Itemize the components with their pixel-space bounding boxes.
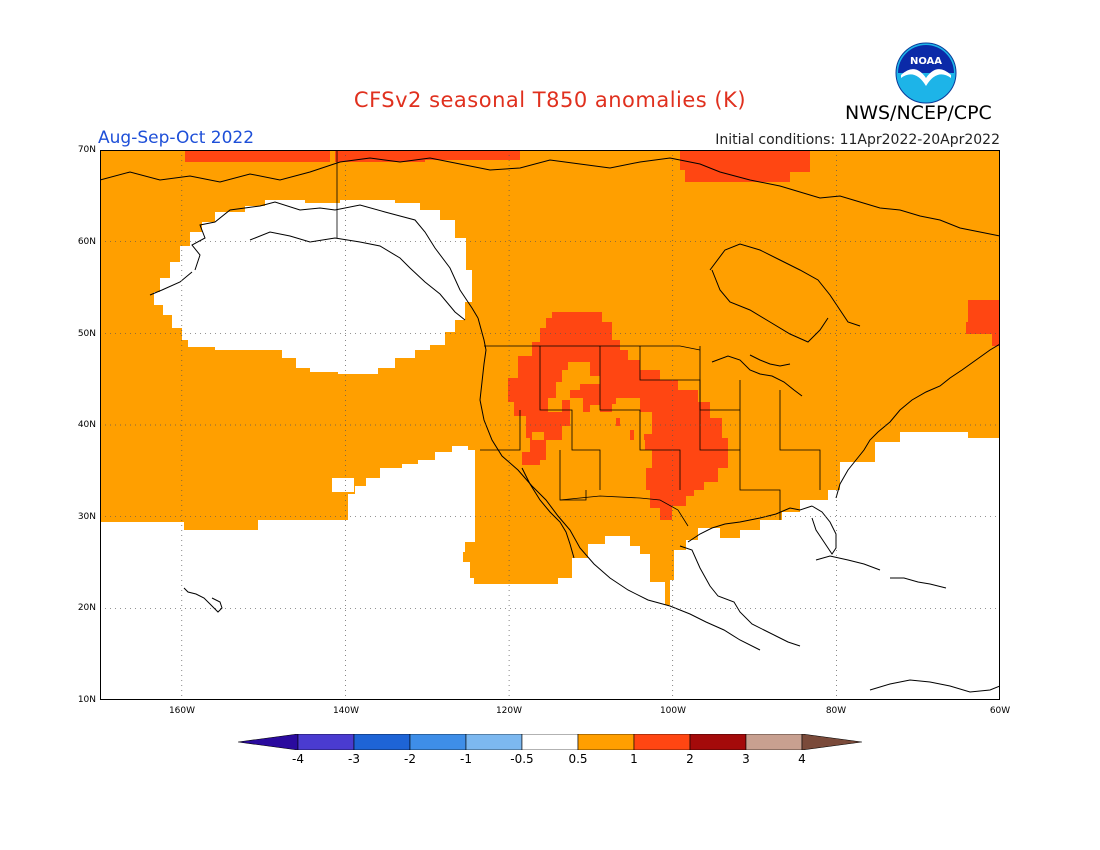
lat-label-30n: 30N (77, 512, 96, 522)
lon-label-140w: 140W (332, 706, 360, 716)
colorbar-bin-1 (297, 734, 355, 750)
colorbar-label-m4: -4 (292, 752, 304, 766)
lon-label-160w: 160W (168, 706, 196, 716)
lat-label-20n: 20N (77, 603, 96, 613)
noaa-logo: NOAA (895, 42, 957, 104)
anomaly-map (100, 150, 1000, 700)
colorbar-label-4: 4 (798, 752, 806, 766)
lat-label-40n: 40N (77, 420, 96, 430)
lon-label-100w: 100W (659, 706, 687, 716)
colorbar (238, 734, 862, 750)
colorbar-bin-2 (353, 734, 411, 750)
lat-label-10n: 10N (77, 695, 96, 705)
coastlines (100, 157, 1000, 693)
colorbar-label-3: 3 (742, 752, 750, 766)
colorbar-label-1: 1 (630, 752, 638, 766)
lon-label-120w: 120W (495, 706, 523, 716)
lon-label-60w: 60W (989, 706, 1011, 716)
political-borders (336, 150, 821, 527)
colorbar-bin-6 (577, 734, 635, 750)
colorbar-label-2: 2 (686, 752, 694, 766)
chart-title: CFSv2 seasonal T850 anomalies (K) (353, 88, 747, 112)
colorbar-label-m2: -2 (404, 752, 416, 766)
colorbar-bin-4 (465, 734, 523, 750)
initial-conditions-label: Initial conditions: 11Apr2022-20Apr2022 (715, 132, 1000, 148)
colorbar-label-m3: -3 (348, 752, 360, 766)
lon-label-80w: 80W (825, 706, 847, 716)
colorbar-label-m1: -1 (460, 752, 472, 766)
agency-label: NWS/NCEP/CPC (845, 102, 992, 124)
lat-label-60n: 60N (77, 237, 96, 247)
lat-label-50n: 50N (77, 329, 96, 339)
anomaly-region-red-arctic-east (680, 150, 810, 182)
anomaly-region-red-arctic-west (185, 150, 330, 162)
colorbar-bin-7 (633, 734, 691, 750)
colorbar-arrow-high (801, 734, 862, 750)
colorbar-bin-3 (409, 734, 467, 750)
colorbar-arrow-low (238, 734, 299, 750)
logo-text: NOAA (910, 56, 942, 67)
colorbar-bin-9 (745, 734, 803, 750)
season-label: Aug-Sep-Oct 2022 (98, 128, 255, 148)
graticule (100, 150, 1000, 700)
colorbar-label-05: 0.5 (568, 752, 588, 766)
lat-label-70n: 70N (77, 145, 96, 155)
colorbar-bin-5 (521, 734, 579, 750)
colorbar-bin-8 (689, 734, 747, 750)
anomaly-region-red-labrador (966, 300, 1000, 346)
neutral-region-alaska (154, 200, 472, 374)
colorbar-label-m05: -0.5 (510, 752, 534, 766)
